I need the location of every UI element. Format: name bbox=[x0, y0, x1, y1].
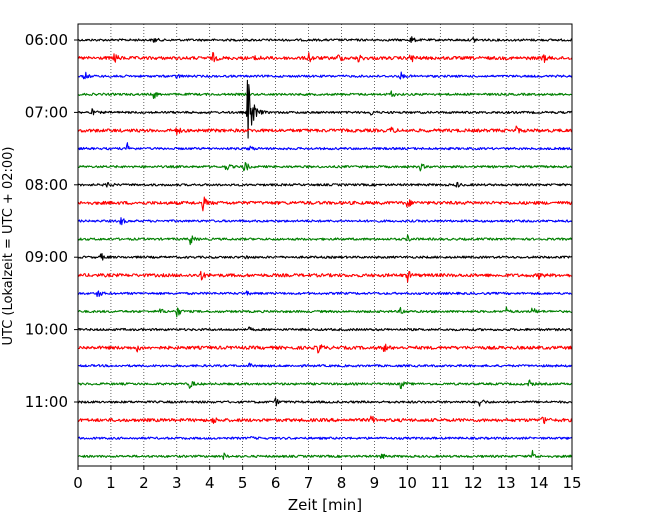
trace-line bbox=[77, 181, 573, 188]
trace-line bbox=[77, 36, 572, 44]
trace-line bbox=[77, 343, 573, 354]
y-tick-label: 10:00 bbox=[25, 321, 68, 339]
x-tick-label: 14 bbox=[530, 474, 549, 492]
y-tick-label: 06:00 bbox=[25, 31, 68, 49]
trace-line bbox=[77, 270, 573, 283]
trace-line bbox=[77, 234, 573, 246]
x-tick-label: 10 bbox=[398, 474, 417, 492]
trace-line bbox=[77, 196, 573, 212]
x-tick-label: 11 bbox=[431, 474, 450, 492]
trace-line bbox=[77, 415, 573, 425]
x-tick-label: 7 bbox=[304, 474, 314, 492]
plot-background bbox=[78, 24, 572, 466]
y-tick-label: 07:00 bbox=[25, 103, 68, 121]
trace-line bbox=[77, 326, 573, 332]
x-tick-label: 3 bbox=[172, 474, 182, 492]
x-tick-label: 0 bbox=[73, 474, 83, 492]
x-tick-label: 5 bbox=[238, 474, 248, 492]
x-tick-label: 4 bbox=[205, 474, 215, 492]
x-tick-label: 2 bbox=[139, 474, 149, 492]
trace-line bbox=[77, 306, 573, 318]
x-tick-label: 8 bbox=[337, 474, 347, 492]
trace-line bbox=[77, 217, 573, 226]
x-axis-ticks: 0 1 2 3 4 5 6 7 8 9 10 11 12 13 14 15 bbox=[73, 466, 582, 492]
x-axis-label: Zeit [min] bbox=[288, 496, 362, 514]
x-tick-label: 15 bbox=[562, 474, 581, 492]
trace-line bbox=[77, 290, 573, 298]
trace-line bbox=[77, 79, 573, 139]
seismic-traces bbox=[77, 36, 573, 460]
y-axis-label: UTC (Lokalzeit = UTC + 02:00) bbox=[1, 147, 16, 346]
trace-line bbox=[77, 90, 573, 99]
x-tick-label: 12 bbox=[464, 474, 483, 492]
x-tick-label: 9 bbox=[370, 474, 380, 492]
x-tick-label: 13 bbox=[497, 474, 516, 492]
trace-line bbox=[77, 162, 572, 172]
trace-line bbox=[77, 397, 573, 407]
trace-line bbox=[77, 362, 573, 368]
y-axis-ticks: 06:00 07:00 08:00 09:00 10:00 11:00 bbox=[25, 31, 78, 411]
y-tick-label: 08:00 bbox=[25, 176, 68, 194]
trace-line bbox=[77, 436, 573, 440]
trace-line bbox=[77, 52, 573, 64]
y-tick-label: 11:00 bbox=[25, 393, 68, 411]
trace-line bbox=[77, 71, 573, 80]
trace-line bbox=[77, 252, 573, 261]
x-tick-label: 6 bbox=[271, 474, 281, 492]
x-tick-label: 1 bbox=[106, 474, 116, 492]
trace-line bbox=[77, 379, 573, 390]
trace-line bbox=[77, 449, 573, 460]
trace-line bbox=[77, 142, 573, 151]
trace-line bbox=[77, 125, 573, 136]
y-tick-label: 09:00 bbox=[25, 248, 68, 266]
plot-frame bbox=[77, 23, 573, 467]
